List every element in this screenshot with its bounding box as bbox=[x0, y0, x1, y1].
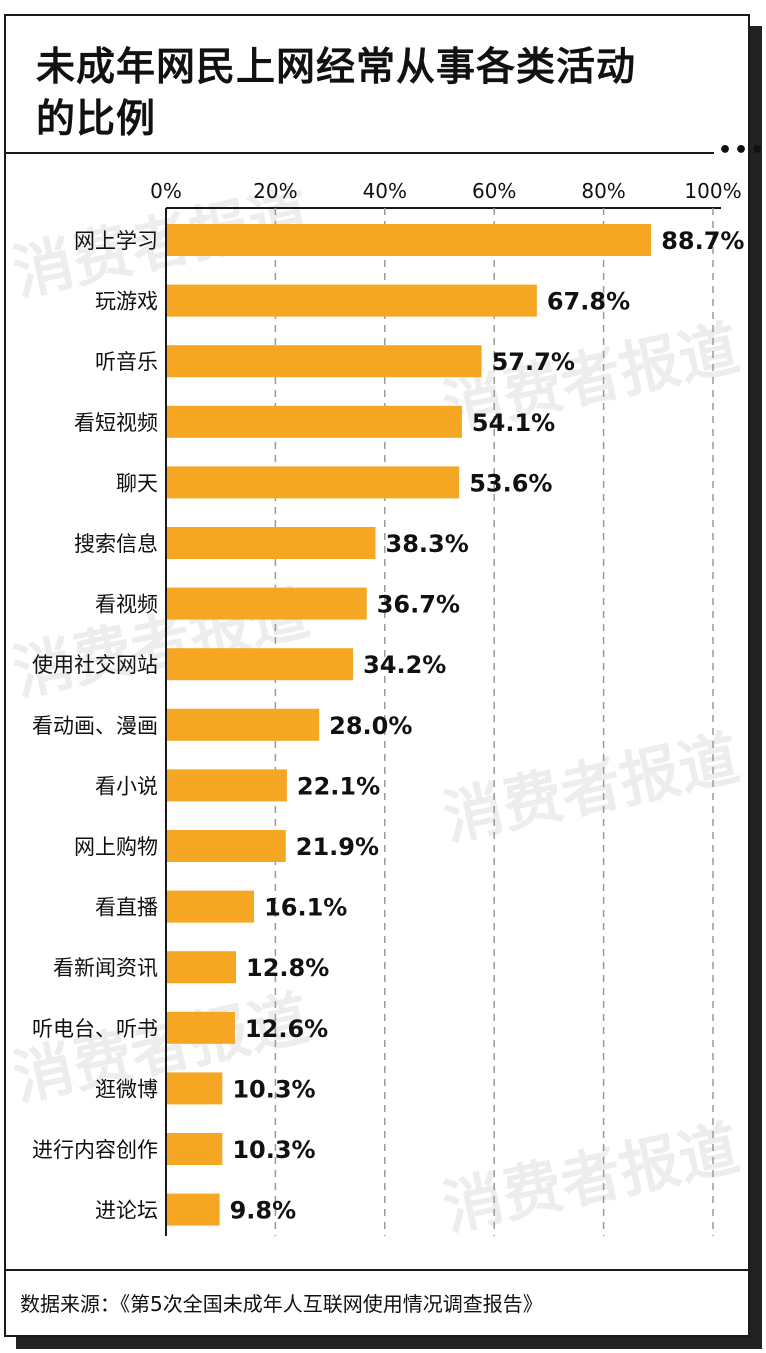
bar bbox=[167, 345, 482, 378]
bar bbox=[167, 527, 376, 559]
category-label: 看短视频 bbox=[74, 411, 158, 435]
value-label: 53.6% bbox=[469, 469, 552, 497]
bar bbox=[167, 1133, 223, 1165]
bar bbox=[167, 890, 255, 923]
bar bbox=[167, 769, 287, 802]
bar bbox=[167, 1011, 235, 1044]
value-label: 10.3% bbox=[232, 1075, 315, 1103]
category-label: 听音乐 bbox=[95, 350, 158, 374]
bar bbox=[167, 1072, 223, 1105]
value-label: 12.8% bbox=[246, 954, 329, 982]
category-label: 逛微博 bbox=[95, 1077, 158, 1101]
bar bbox=[167, 405, 462, 438]
bar bbox=[167, 466, 460, 499]
x-tick-label: 40% bbox=[363, 179, 407, 203]
source-note: 数据来源：《第5次全国未成年人互联网使用情况调查报告》 bbox=[20, 1292, 543, 1316]
value-label: 16.1% bbox=[264, 894, 347, 922]
category-label: 看直播 bbox=[95, 896, 158, 920]
category-label: 网上购物 bbox=[74, 835, 158, 859]
value-label: 57.7% bbox=[492, 348, 575, 376]
value-label: 10.3% bbox=[232, 1136, 315, 1164]
more-dots-icon: ••• bbox=[718, 138, 766, 163]
category-label: 聊天 bbox=[116, 471, 158, 495]
x-tick-label: 60% bbox=[472, 179, 516, 203]
category-label: 听电台、听书 bbox=[32, 1017, 158, 1041]
bar bbox=[167, 708, 320, 741]
category-label: 看动画、漫画 bbox=[32, 714, 158, 738]
category-label: 看新闻资讯 bbox=[53, 956, 158, 980]
value-label: 9.8% bbox=[230, 1197, 297, 1225]
page-title: 未成年网民上网经常从事各类活动的比例 bbox=[36, 45, 637, 142]
value-labels: 88.7% 67.8% 57.7% 54.1% 53.6% 38.3% 36.7% 34.2%… bbox=[230, 227, 745, 1225]
bars bbox=[167, 224, 652, 1226]
bar bbox=[167, 951, 237, 984]
category-label: 进行内容创作 bbox=[32, 1138, 158, 1162]
x-tick-label: 0% bbox=[150, 179, 182, 203]
value-label: 54.1% bbox=[472, 409, 555, 437]
category-labels: 网上学习玩游戏听音乐看短视频聊天搜索信息看视频使用社交网站看动画、漫画看小说网上… bbox=[32, 229, 158, 1223]
x-tick-label: 100% bbox=[684, 179, 741, 203]
value-label: 28.0% bbox=[329, 712, 412, 740]
value-label: 88.7% bbox=[661, 227, 744, 255]
value-label: 21.9% bbox=[296, 833, 379, 861]
value-label: 12.6% bbox=[245, 1015, 328, 1043]
value-label: 36.7% bbox=[377, 591, 460, 619]
x-tick-label: 80% bbox=[581, 179, 625, 203]
x-axis-ticks: 0% 20% 40% 60% 80% 100% bbox=[150, 179, 741, 203]
bar bbox=[167, 587, 367, 620]
value-label: 38.3% bbox=[386, 530, 469, 558]
footer-divider bbox=[6, 1269, 748, 1271]
bar bbox=[167, 830, 286, 862]
value-label: 22.1% bbox=[297, 772, 380, 800]
category-label: 进论坛 bbox=[95, 1199, 158, 1223]
bar bbox=[167, 1193, 220, 1226]
value-label: 67.8% bbox=[547, 288, 630, 316]
bar bbox=[167, 224, 652, 256]
category-label: 玩游戏 bbox=[95, 290, 158, 314]
title-divider bbox=[6, 152, 714, 154]
category-label: 网上学习 bbox=[74, 229, 158, 253]
bar bbox=[167, 284, 537, 317]
category-label: 看视频 bbox=[95, 593, 158, 617]
x-tick-label: 20% bbox=[253, 179, 297, 203]
category-label: 使用社交网站 bbox=[32, 653, 158, 677]
category-label: 搜索信息 bbox=[74, 532, 158, 556]
category-label: 看小说 bbox=[95, 774, 158, 798]
bar bbox=[167, 648, 354, 681]
value-label: 34.2% bbox=[363, 651, 446, 679]
